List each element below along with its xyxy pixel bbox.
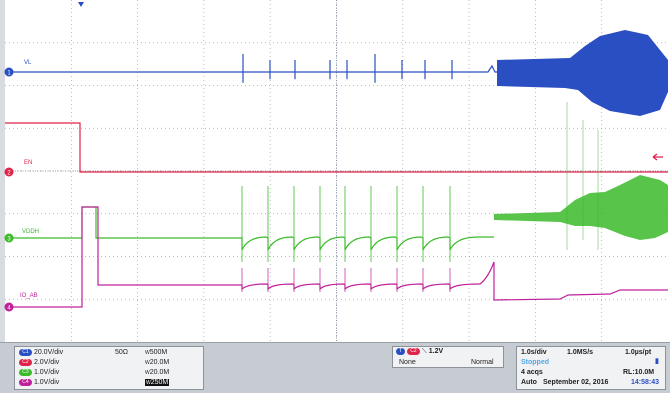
- acquisition-state: Stopped: [521, 359, 549, 366]
- ch2-marker: 2: [4, 167, 14, 177]
- trigger-position-marker: [78, 2, 84, 7]
- trigger-level: 1.2V: [428, 348, 444, 355]
- trigger-source-badge: C2: [406, 348, 420, 355]
- waveform-display[interactable]: 1 2 3 4 VL EN VDDH IO_AB: [0, 0, 670, 342]
- ch3-badge: C3: [19, 369, 32, 376]
- ch1-impedance: 50Ω: [115, 349, 129, 356]
- graticule-grid: [5, 0, 668, 342]
- ch3-settings-row[interactable]: C3 1.0V/div: [19, 369, 59, 377]
- channel-settings-panel[interactable]: C1 20.0V/div C2 2.0V/div C3 1.0V/div C4 …: [14, 346, 204, 390]
- ch2-scale: 2.0V/div: [33, 359, 60, 366]
- ch4-label: IO_AB: [20, 293, 38, 299]
- ch3-label: VDDH: [22, 229, 40, 235]
- status-bar: C1 20.0V/div C2 2.0V/div C3 1.0V/div C4 …: [0, 342, 670, 393]
- ch4-marker: 4: [4, 302, 14, 312]
- acquisition-count: 4 acqs: [521, 369, 543, 376]
- svg-text:2: 2: [7, 171, 11, 177]
- trigger-row: T C2 ⟍ 1.2V: [396, 348, 443, 356]
- waveform-plot: 1 2 3 4: [0, 0, 668, 342]
- time-display: 14:58:43: [631, 379, 660, 386]
- ch4-scale: 1.0V/div: [33, 379, 60, 386]
- ch3-marker: 3: [4, 233, 14, 243]
- ch4-badge: C4: [19, 379, 32, 386]
- trigger-mode: Normal: [471, 359, 494, 366]
- trigger-coupling: None: [399, 359, 416, 366]
- record-length: RL:10.0M: [623, 369, 655, 376]
- ch1-marker: 1: [4, 67, 14, 77]
- stop-icon[interactable]: ▮: [655, 358, 659, 365]
- trigger-panel[interactable]: T C2 ⟍ 1.2V None Normal: [392, 346, 504, 368]
- ch2-settings-row[interactable]: C2 2.0V/div: [19, 359, 59, 367]
- ch1-badge: C1: [19, 349, 32, 356]
- timebase-panel[interactable]: 1.0s/div 1.0MS/s 1.0µs/pt Stopped ▮ 4 ac…: [516, 346, 666, 390]
- ch2-badge: C2: [19, 359, 32, 366]
- ch1-spikes: [242, 54, 453, 83]
- ch1-bandwidth: W500M: [145, 349, 168, 356]
- sample-rate: 1.0MS/s: [567, 349, 594, 356]
- ch1-label: VL: [24, 60, 32, 66]
- time-scale: 1.0s/div: [521, 349, 547, 356]
- trigger-icon: T: [396, 348, 405, 355]
- rising-edge-icon: ⟍: [421, 348, 427, 355]
- ch3-burst: [494, 175, 668, 240]
- time-resolution: 1.0µs/pt: [625, 349, 652, 356]
- ch4-settings-row[interactable]: C4 1.0V/div: [19, 379, 59, 387]
- ch2-label: EN: [24, 160, 33, 166]
- ch1-burst: [497, 30, 668, 116]
- ch4-trace: [5, 206, 668, 308]
- ch1-trace: [5, 30, 668, 116]
- ch3-trace: [5, 102, 668, 262]
- ch3-bandwidth: W20.0M: [145, 369, 170, 376]
- date-display: September 02, 2016: [543, 379, 609, 386]
- ch4-bandwidth: W250M: [145, 379, 170, 386]
- svg-text:3: 3: [7, 237, 11, 243]
- left-margin: [0, 0, 5, 342]
- acquisition-mode: Auto: [521, 379, 537, 386]
- svg-text:1: 1: [7, 71, 11, 77]
- trigger-level-arrow: [652, 153, 663, 161]
- ch2-trace: [5, 122, 668, 173]
- svg-text:4: 4: [7, 306, 11, 312]
- ch3-scale: 1.0V/div: [33, 369, 60, 376]
- ch2-bandwidth: W20.0M: [145, 359, 170, 366]
- ch1-settings-row[interactable]: C1 20.0V/div: [19, 349, 63, 357]
- ch1-scale: 20.0V/div: [33, 349, 64, 356]
